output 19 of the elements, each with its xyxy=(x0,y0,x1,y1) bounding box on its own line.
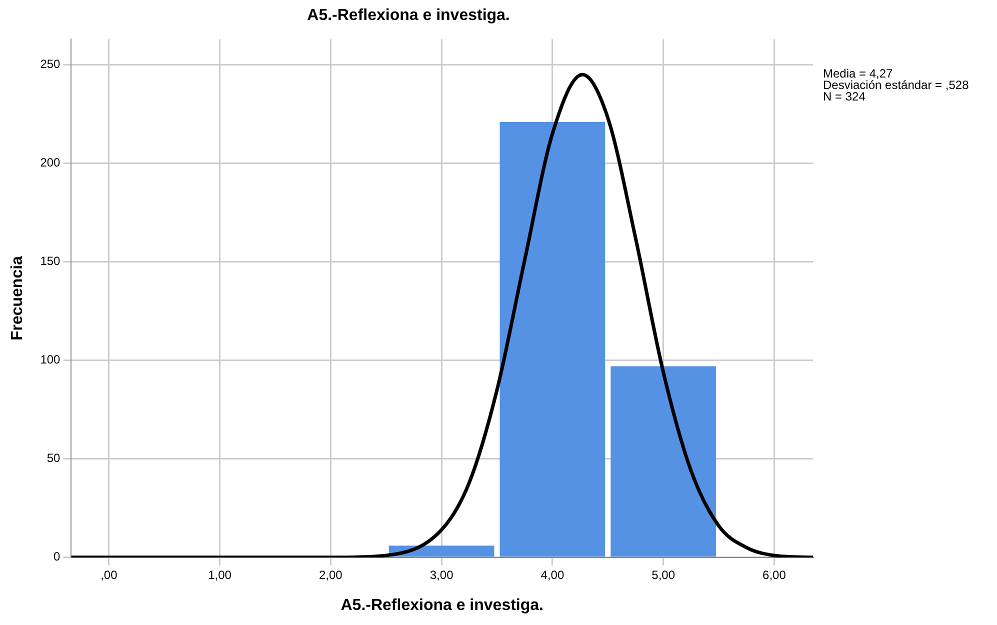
x-tick-label: 4,00 xyxy=(540,568,564,582)
text: Media = 4,27 xyxy=(823,66,894,81)
y-axis-title: Frecuencia xyxy=(9,256,26,341)
x-tick-label: 3,00 xyxy=(430,568,454,582)
x-axis-title: A5.-Reflexiona e investiga. xyxy=(340,596,544,614)
chart-title: A5.-Reflexiona e investiga. xyxy=(307,7,510,24)
text: Desviación estándar = ,528 xyxy=(823,78,970,92)
y-tick-label: 150 xyxy=(40,254,61,268)
x-tick-label: 1,00 xyxy=(208,568,232,582)
y-tick-label: 0 xyxy=(54,550,61,564)
x-tick-label: 2,00 xyxy=(319,568,343,582)
y-tick-label: 50 xyxy=(46,451,61,466)
text: N = 324 xyxy=(823,90,866,104)
y-tick-label: 100 xyxy=(40,352,61,367)
x-tick-label: ,00 xyxy=(100,568,118,582)
x-tick-label: 6,00 xyxy=(762,568,786,582)
x-tick-label: 5,00 xyxy=(652,568,676,582)
y-tick-label: 200 xyxy=(40,156,61,170)
y-tick-label: 250 xyxy=(40,57,61,72)
